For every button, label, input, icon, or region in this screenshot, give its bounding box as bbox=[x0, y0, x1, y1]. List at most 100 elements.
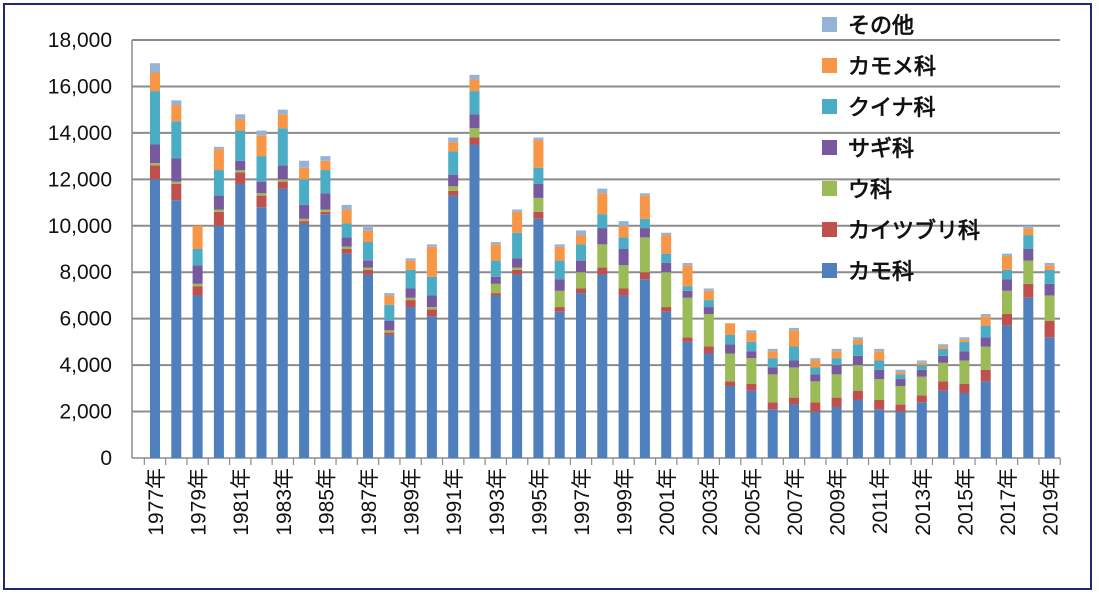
bar-segment bbox=[916, 402, 927, 458]
bar-segment bbox=[767, 402, 778, 410]
bar-segment bbox=[448, 142, 459, 152]
bar-segment bbox=[363, 242, 373, 261]
bar-segment bbox=[320, 209, 331, 212]
bar-segment bbox=[320, 214, 331, 458]
x-tick-label: 2019年 bbox=[1040, 468, 1063, 536]
bar-segment bbox=[810, 367, 821, 375]
bar-segment bbox=[533, 211, 544, 219]
bar-segment bbox=[235, 172, 246, 184]
bar-segment bbox=[597, 228, 608, 245]
bar-segment bbox=[725, 353, 736, 382]
bar-segment bbox=[256, 181, 267, 194]
bar-segment bbox=[554, 244, 565, 247]
bar-segment bbox=[363, 230, 373, 243]
bar-segment bbox=[1002, 269, 1012, 280]
bar-segment bbox=[320, 193, 331, 210]
x-tick-label: 2005年 bbox=[741, 468, 764, 536]
bar-segment bbox=[490, 242, 501, 245]
bar-segment bbox=[618, 221, 629, 226]
bar-segment bbox=[213, 146, 224, 150]
y-tick-label: 14,000 bbox=[48, 122, 112, 145]
bar-segment bbox=[576, 260, 586, 273]
x-tick-label: 1991年 bbox=[443, 468, 466, 536]
bar-segment bbox=[213, 225, 224, 458]
bar-segment bbox=[384, 293, 395, 296]
bar-segment bbox=[661, 311, 672, 458]
bar-segment bbox=[767, 351, 778, 359]
bar-segment bbox=[618, 249, 629, 266]
bar-segment bbox=[512, 267, 523, 270]
x-tick-label: 1985年 bbox=[315, 468, 338, 536]
bar-segment bbox=[810, 360, 821, 368]
bar-segment bbox=[554, 311, 565, 458]
bar-segment bbox=[725, 381, 736, 387]
bar-segment bbox=[426, 309, 437, 317]
bar-segment bbox=[1023, 225, 1034, 229]
bar-segment bbox=[874, 369, 885, 380]
bar-segment bbox=[1044, 265, 1055, 270]
bar-segment bbox=[469, 74, 480, 80]
bar-segment bbox=[1002, 279, 1012, 291]
bar-segment bbox=[639, 195, 650, 219]
x-tick-label: 1979年 bbox=[188, 468, 211, 536]
bar-segment bbox=[874, 409, 885, 458]
bar-segment bbox=[725, 344, 736, 354]
bar-segment bbox=[426, 295, 437, 308]
bar-segment bbox=[852, 337, 863, 340]
bar-segment bbox=[639, 193, 650, 196]
bar-segment bbox=[363, 225, 373, 231]
bar-segment bbox=[682, 337, 693, 342]
x-tick-label: 2015年 bbox=[954, 468, 977, 536]
x-tick-label: 1993年 bbox=[486, 468, 509, 536]
bar-segment bbox=[597, 267, 608, 275]
bar-segment bbox=[363, 267, 373, 270]
bar-segment bbox=[490, 244, 501, 261]
bar-segment bbox=[789, 327, 799, 331]
bar-segment bbox=[363, 260, 373, 268]
bar-segment bbox=[916, 369, 927, 377]
bar-segment bbox=[299, 221, 310, 224]
bar-segment bbox=[1002, 255, 1012, 270]
bar-segment bbox=[682, 297, 693, 338]
bar-segment bbox=[831, 348, 842, 352]
y-tick-label: 8,000 bbox=[59, 261, 112, 284]
bar-segment bbox=[597, 244, 608, 268]
bar-segment bbox=[831, 358, 842, 366]
bar-segment bbox=[980, 337, 991, 347]
bar-segment bbox=[661, 235, 672, 254]
bar-segment bbox=[171, 183, 182, 201]
bar-segment bbox=[192, 283, 203, 287]
bar-segment bbox=[469, 79, 480, 92]
bar-segment bbox=[405, 269, 416, 289]
bar-segment bbox=[959, 383, 970, 393]
bar-segment bbox=[682, 341, 693, 458]
bar-segment bbox=[469, 114, 480, 129]
bar-segment bbox=[192, 225, 203, 249]
legend-swatch bbox=[822, 99, 837, 114]
bar-segment bbox=[320, 170, 331, 194]
bar-segment bbox=[405, 260, 416, 270]
bar-segment bbox=[767, 367, 778, 375]
bar-segment bbox=[490, 293, 501, 296]
bar-segment bbox=[639, 218, 650, 229]
bar-segment bbox=[639, 279, 650, 458]
bar-segment bbox=[171, 105, 182, 122]
bar-segment bbox=[831, 374, 842, 398]
bar-segment bbox=[1002, 325, 1012, 458]
bar-segment bbox=[1044, 262, 1055, 266]
bar-segment bbox=[235, 118, 246, 131]
bar-segment bbox=[448, 137, 459, 143]
bar-segment bbox=[661, 232, 672, 236]
bar-segment bbox=[810, 402, 821, 412]
bar-segment bbox=[576, 293, 586, 458]
bar-segment bbox=[469, 137, 480, 145]
bar-segment bbox=[533, 218, 544, 458]
bar-segment bbox=[150, 179, 160, 459]
bar-segment bbox=[150, 91, 160, 145]
bar-segment bbox=[618, 225, 629, 238]
bar-segment bbox=[277, 181, 288, 189]
bar-segment bbox=[171, 158, 182, 182]
bar-segment bbox=[639, 237, 650, 273]
bar-segment bbox=[1044, 320, 1055, 338]
